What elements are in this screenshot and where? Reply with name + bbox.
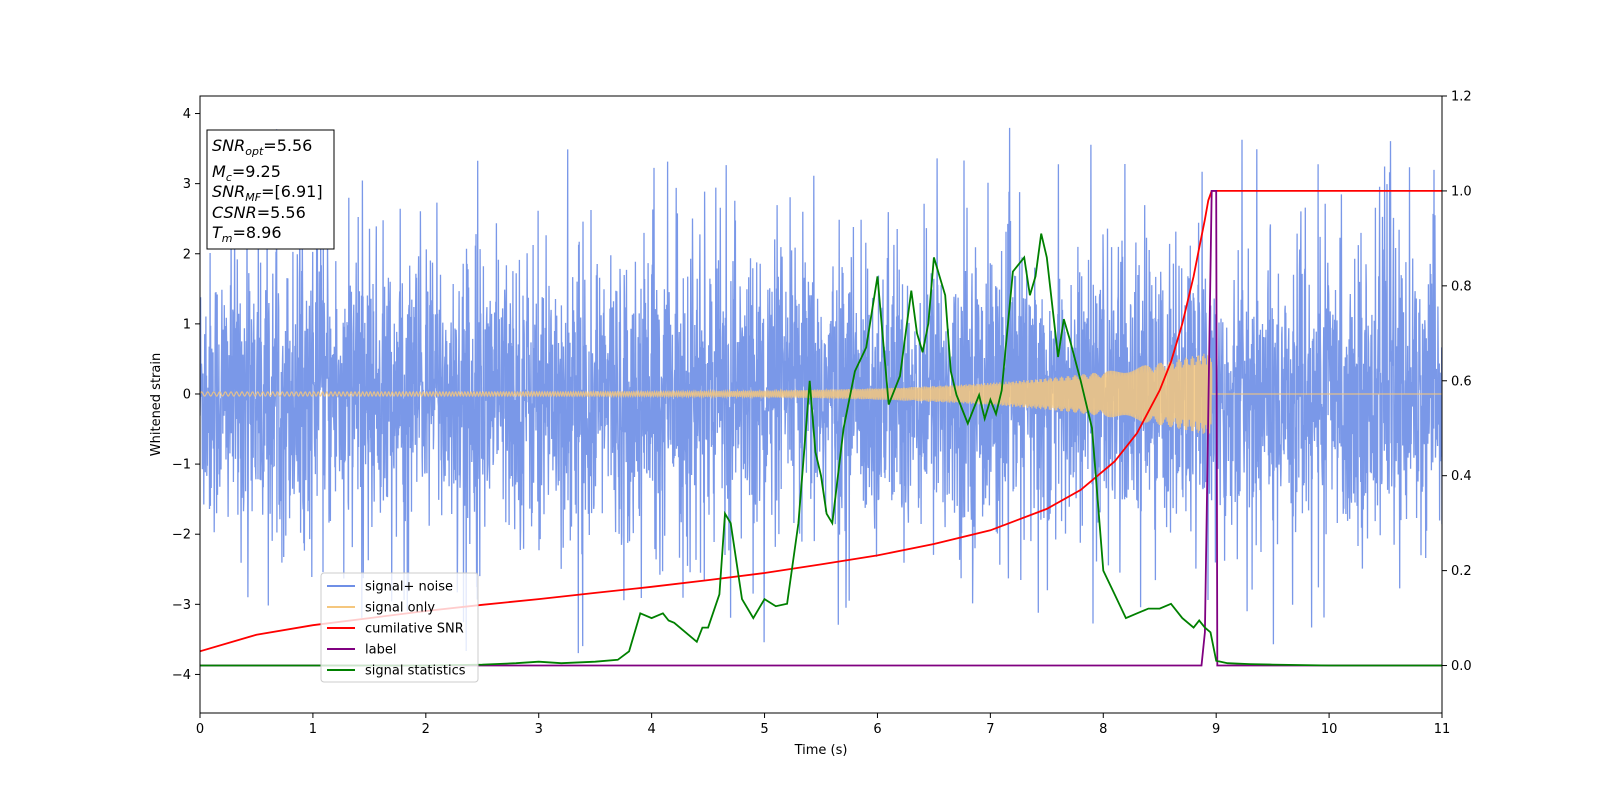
series-signal-statistics-line <box>200 233 1442 667</box>
x-tick-label: 2 <box>422 722 430 737</box>
x-tick-label: 0 <box>196 722 204 737</box>
x-tick-label: 7 <box>986 722 994 737</box>
y-left-tick-label: −1 <box>172 458 191 473</box>
y-right-tick-label: 0.0 <box>1451 659 1472 674</box>
x-tick-label: 6 <box>873 722 881 737</box>
legend-label-signal-statistics: signal statistics <box>365 664 466 679</box>
annotation-line: Tm=8.96 <box>212 223 282 245</box>
annotation-subscript: MF <box>245 191 261 204</box>
y-right-tick-label: 0.4 <box>1451 469 1472 484</box>
x-tick-label: 8 <box>1099 722 1107 737</box>
axes-layer: 0 1 2 3 4 5 6 7 8 9 10 11 −4 −3 −2 −1 0 1 2 3 4 0.0 0.2 0.4 0.6 0… <box>149 90 1472 759</box>
legend: signal+ noise signal only cumilative SNR la… <box>320 572 479 683</box>
y-left-tick-label: 2 <box>183 247 191 262</box>
x-tick-label: 5 <box>760 722 768 737</box>
annotation-value: =5.56 <box>257 203 306 222</box>
x-tick-label: 4 <box>647 722 655 737</box>
annotation-symbol: SNR <box>212 182 245 201</box>
annotation-line: SNRopt=5.56 <box>212 136 312 158</box>
y-left-tick-label: 0 <box>183 387 191 402</box>
annotation-subscript: c <box>226 171 232 184</box>
x-axis-label: Time (s) <box>794 743 848 758</box>
annotation-line: SNRMF=[6.91] <box>212 182 323 204</box>
legend-label-signal-only: signal only <box>365 601 435 616</box>
annotation-line: CSNR=5.56 <box>212 203 306 222</box>
annotation-symbol: T <box>212 223 223 242</box>
annotation-line: Mc=9.25 <box>212 162 281 184</box>
legend-label-cumilative-snr: cumilative SNR <box>365 622 464 637</box>
y-right-tick-label: 0.8 <box>1451 279 1472 294</box>
y-axis-label: Whitened strain <box>149 353 164 456</box>
y-right-tick-label: 0.6 <box>1451 374 1472 389</box>
annotation-frame <box>206 129 335 250</box>
annotation-symbol: M <box>212 162 226 181</box>
annotation-subscript: m <box>222 232 233 245</box>
annotation-value: =[6.91] <box>261 182 323 201</box>
x-tick-label: 1 <box>309 722 317 737</box>
series-label-line <box>200 190 1442 667</box>
x-tick-label: 3 <box>535 722 543 737</box>
annotation-value: =9.25 <box>232 162 281 181</box>
y-left-tick-label: −2 <box>172 528 191 543</box>
annotation-value: =5.56 <box>263 136 312 155</box>
annotation-value: =8.96 <box>233 223 282 242</box>
x-tick-label: 11 <box>1434 722 1451 737</box>
y-left-tick-label: 4 <box>183 107 191 122</box>
y-left-tick-label: −3 <box>172 598 191 613</box>
series-signal-only-line <box>200 352 1442 436</box>
y-right-tick-label: 1.0 <box>1451 184 1472 199</box>
x-tick-label: 10 <box>1321 722 1338 737</box>
x-tick-label: 9 <box>1212 722 1220 737</box>
y-left-tick-label: −4 <box>172 668 191 683</box>
annotation-symbol: CSNR <box>212 203 257 222</box>
legend-frame <box>320 572 479 683</box>
legend-label-label: label <box>365 643 396 658</box>
annotation-symbol: SNR <box>212 136 245 155</box>
legend-label-signal-noise: signal+ noise <box>365 580 453 595</box>
plot-frame <box>199 95 1443 714</box>
annotation-box: SNRopt=5.56Mc=9.25SNRMF=[6.91]CSNR=5.56T… <box>206 129 335 250</box>
y-right-tick-label: 1.2 <box>1451 90 1472 105</box>
annotation-subscript: opt <box>245 145 264 158</box>
y-right-tick-label: 0.2 <box>1451 564 1472 579</box>
y-left-tick-label: 3 <box>183 177 191 192</box>
y-left-tick-label: 1 <box>183 317 191 332</box>
